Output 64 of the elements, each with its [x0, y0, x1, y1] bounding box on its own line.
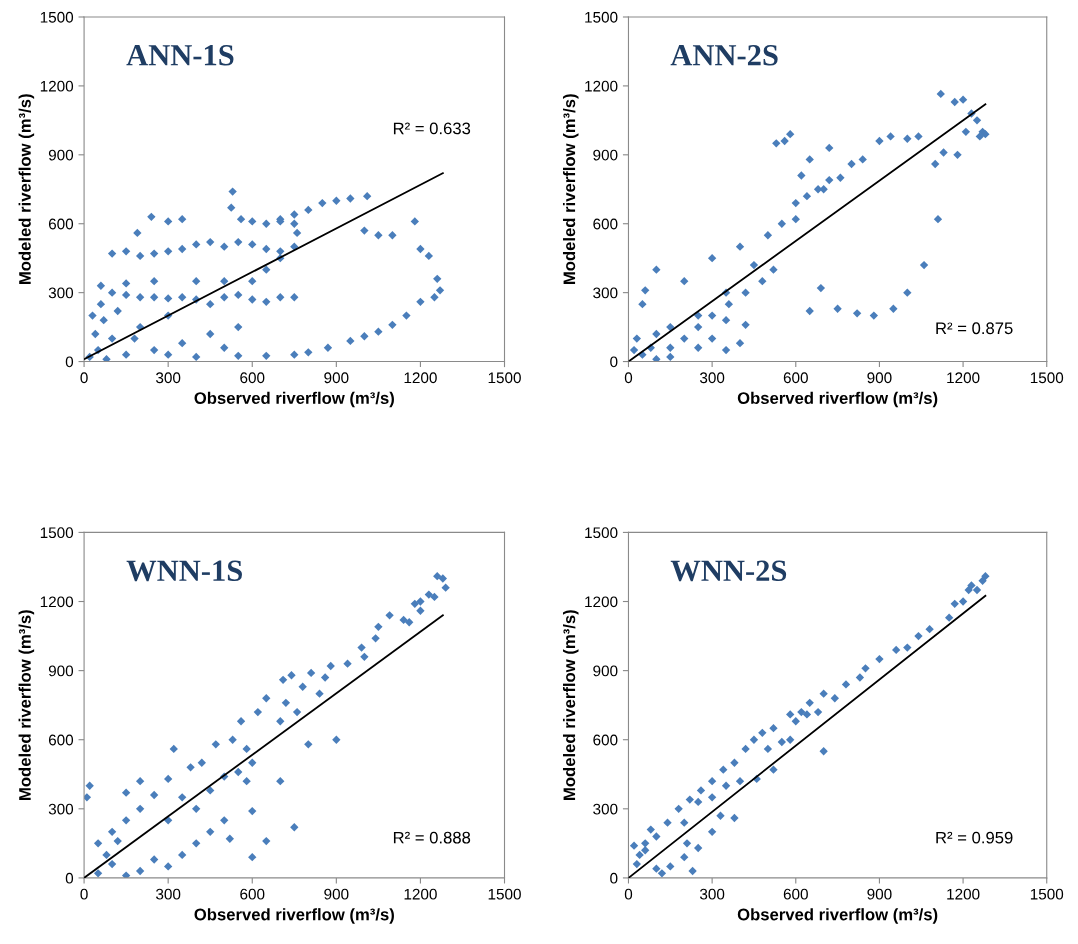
x-tick-label: 1200 — [404, 888, 437, 900]
x-tick-label: 1500 — [488, 888, 521, 900]
x-tick-label: 300 — [699, 888, 725, 900]
x-tick-label: 900 — [324, 372, 349, 384]
annotation: R² = 0.959 — [936, 831, 1013, 844]
x-tick-label: 900 — [867, 372, 892, 384]
y-tick-label: 1200 — [585, 80, 618, 92]
text: ANN-1S — [126, 45, 234, 66]
x-tick-label: 0 — [80, 372, 88, 384]
x-axis-title: Observed riverflow (m³/s) — [737, 391, 938, 408]
y-tick-label: 300 — [48, 803, 74, 815]
x-tick-label: 0 — [80, 888, 88, 900]
y-tick-label: 1500 — [585, 11, 618, 23]
y-tick-label: 0 — [610, 356, 618, 368]
x-axis-title: Observed riverflow (m³/s) — [194, 391, 394, 408]
y-tick-label: 1200 — [40, 80, 74, 92]
x-tick-label: 900 — [867, 888, 892, 900]
x-tick-label: 900 — [324, 888, 349, 900]
y-tick-label: 1500 — [40, 527, 74, 539]
y-tick-label: 600 — [48, 734, 74, 746]
x-tick-label: 1200 — [947, 372, 980, 384]
x-tick-label: 600 — [240, 372, 265, 384]
y-tick-label: 900 — [48, 665, 74, 677]
text: WNN-1S — [126, 560, 242, 582]
y-tick-label: 1500 — [585, 527, 618, 539]
x-tick-label: 600 — [783, 372, 808, 384]
x-tick-label: 1200 — [947, 888, 980, 900]
x-axis-title: Observed riverflow (m³/s) — [737, 908, 938, 924]
text: ANN-2S — [670, 45, 778, 66]
annotation: R² = 0.888 — [393, 831, 471, 844]
x-tick-label: 0 — [624, 372, 633, 384]
y-axis-title: Modeled riverflow (m³/s) — [562, 610, 579, 800]
annotation: R² = 0.875 — [936, 322, 1013, 335]
y-tick-label: 0 — [65, 872, 74, 884]
y-axis-title: Modeled riverflow (m³/s) — [562, 94, 579, 284]
y-axis-title: Modeled riverflow (m³/s) — [18, 94, 35, 284]
x-tick-label: 0 — [624, 888, 633, 900]
y-tick-label: 600 — [593, 734, 618, 746]
x-tick-label: 1500 — [1030, 372, 1064, 384]
y-tick-label: 1200 — [40, 596, 74, 608]
y-tick-label: 300 — [593, 803, 618, 815]
x-tick-label: 300 — [156, 888, 181, 900]
x-tick-label: 600 — [783, 888, 808, 900]
x-axis-title: Observed riverflow (m³/s) — [194, 908, 394, 924]
y-tick-label: 1200 — [585, 596, 618, 608]
y-tick-label: 1500 — [40, 11, 74, 23]
y-tick-label: 300 — [593, 287, 618, 299]
x-tick-label: 300 — [699, 372, 725, 384]
text: WNN-2S — [670, 560, 787, 582]
y-tick-label: 900 — [593, 149, 618, 161]
y-tick-label: 0 — [65, 356, 74, 368]
y-tick-label: 900 — [48, 149, 74, 161]
x-tick-label: 600 — [240, 888, 265, 900]
annotation: R² = 0.633 — [393, 122, 471, 135]
x-tick-label: 300 — [156, 372, 181, 384]
x-tick-label: 1500 — [1030, 888, 1064, 900]
y-tick-label: 900 — [593, 665, 618, 677]
y-axis-title: Modeled riverflow (m³/s) — [18, 610, 35, 800]
y-tick-label: 0 — [610, 872, 618, 884]
x-tick-label: 1200 — [404, 372, 437, 384]
y-tick-label: 600 — [593, 218, 618, 230]
y-tick-label: 600 — [48, 218, 74, 230]
y-tick-label: 300 — [48, 287, 74, 299]
x-tick-label: 1500 — [488, 372, 521, 384]
